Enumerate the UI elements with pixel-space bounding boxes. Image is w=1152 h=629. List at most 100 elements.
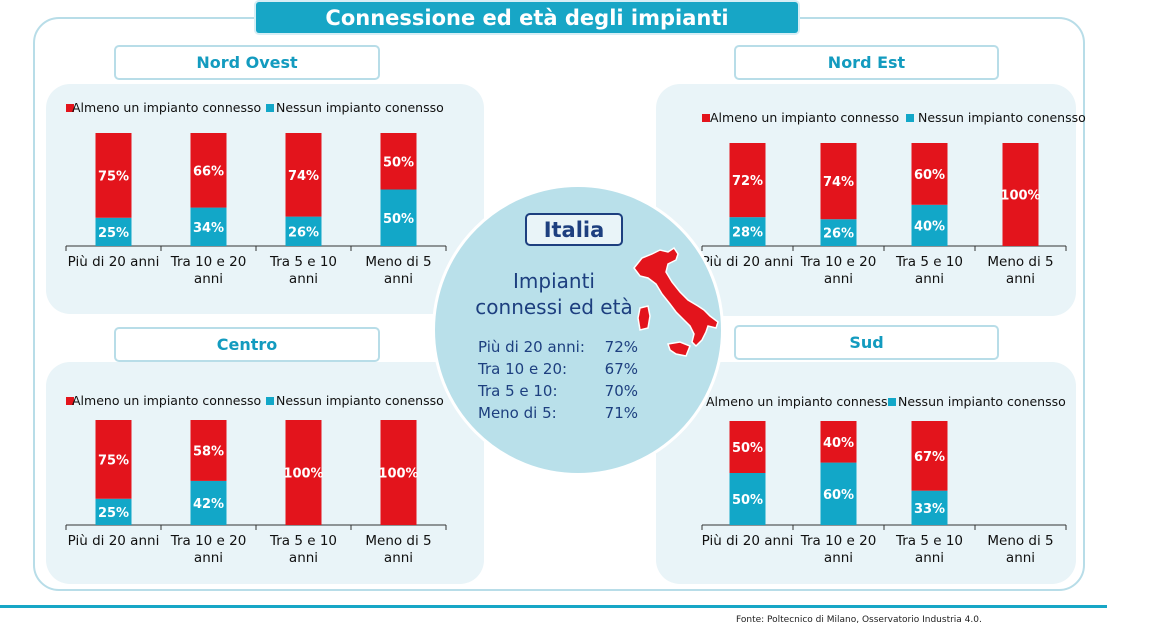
source-note: Fonte: Poltecnico di Milano, Osservatori… — [736, 615, 982, 625]
legend-swatch-not-connected — [266, 104, 274, 112]
bar-label-connected: 50% — [732, 441, 763, 456]
legend-swatch-connected — [66, 397, 74, 405]
italia-row-label: Tra 5 e 10: — [478, 382, 558, 400]
x-tick-label: anni — [824, 271, 853, 287]
italy-map-icon — [633, 246, 719, 357]
bar-not-connected — [729, 217, 766, 246]
bar-connected — [911, 421, 948, 491]
italia-row-value: 67% — [604, 360, 638, 378]
bar-not-connected — [380, 189, 417, 246]
italy-mainland-shape — [633, 246, 719, 348]
chart-nord-ovest: Almeno un impianto connesso Nessun impian… — [65, 100, 447, 287]
bar-connected — [820, 421, 857, 463]
legend-label-not-connected: Nessun impianto conensso — [898, 394, 1066, 409]
italia-row-label: Più di 20 anni: — [478, 338, 585, 356]
x-tick-label: Meno di 5 — [987, 254, 1053, 270]
x-tick-label: anni — [384, 550, 413, 566]
bar-label-connected: 66% — [193, 164, 224, 179]
region-label-sud: Sud — [734, 325, 999, 360]
italia-badge: Italia — [525, 213, 623, 246]
page-title: Connessione ed età degli impianti — [256, 2, 798, 33]
x-tick-label: anni — [289, 550, 318, 566]
bar-label-connected: 67% — [914, 450, 945, 465]
x-tick-label: anni — [824, 550, 853, 566]
legend-label-not-connected: Nessun impianto conensso — [276, 100, 444, 115]
x-tick-label: Tra 10 e 20 — [800, 533, 877, 549]
italia-row-label: Meno di 5: — [478, 404, 557, 422]
bar-not-connected — [729, 473, 766, 525]
italia-row-label: Tra 10 e 20: — [478, 360, 568, 378]
italia-row: Tra 5 e 10: 70% — [478, 380, 638, 402]
italia-row: Più di 20 anni: 72% — [478, 336, 638, 358]
bar-label-connected: 75% — [98, 453, 129, 468]
bar-label-connected: 50% — [383, 155, 414, 170]
bar-label-connected: 72% — [732, 174, 763, 189]
legend-label-connected: Almeno un impianto connesso — [72, 100, 261, 115]
italia-row: Meno di 5: 71% — [478, 402, 638, 424]
legend-label-connected: Almeno un impianto connesso — [706, 394, 895, 409]
bar-label-not-connected: 26% — [823, 227, 854, 242]
legend-label-connected: Almeno un impianto connesso — [710, 110, 899, 125]
x-tick-label: Più di 20 anni — [68, 533, 160, 549]
bar-not-connected — [190, 480, 227, 525]
x-tick-label: anni — [1006, 550, 1035, 566]
x-tick-label: Più di 20 anni — [702, 533, 794, 549]
bar-label-not-connected: 34% — [193, 221, 224, 236]
bar-label-connected: 60% — [914, 168, 945, 183]
bar-connected — [1002, 143, 1039, 246]
italia-row-value: 70% — [604, 382, 638, 400]
bar-label-connected: 74% — [288, 169, 319, 184]
x-tick-label: Meno di 5 — [365, 254, 431, 270]
bar-label-not-connected: 28% — [732, 226, 763, 241]
bar-not-connected — [820, 462, 857, 525]
x-tick-label: anni — [194, 271, 223, 287]
x-tick-label: anni — [915, 271, 944, 287]
bar-label-connected: 100% — [378, 467, 418, 482]
x-tick-label: anni — [1006, 271, 1035, 287]
bar-label-not-connected: 42% — [193, 497, 224, 512]
bar-label-connected: 58% — [193, 444, 224, 459]
bar-label-not-connected: 50% — [383, 212, 414, 227]
x-tick-label: Tra 5 e 10 — [269, 533, 337, 549]
bar-not-connected — [911, 204, 948, 246]
bar-label-connected: 40% — [823, 436, 854, 451]
region-label-nord-est: Nord Est — [734, 45, 999, 80]
bar-label-not-connected: 50% — [732, 493, 763, 508]
sicily-shape — [667, 341, 691, 357]
panel-sud — [656, 362, 1076, 584]
bar-label-not-connected: 26% — [288, 225, 319, 240]
legend-label-not-connected: Nessun impianto conensso — [276, 393, 444, 408]
legend-label-connected: Almeno un impianto connesso — [72, 393, 261, 408]
x-tick-label: anni — [194, 550, 223, 566]
italia-title-line2: connessi ed età — [475, 295, 633, 319]
region-label-centro: Centro — [114, 327, 380, 362]
x-tick-label: Meno di 5 — [365, 533, 431, 549]
bar-connected — [190, 420, 227, 481]
bar-connected — [380, 133, 417, 190]
chart-nord-est: Almeno un impianto connesso Nessun impian… — [701, 110, 1086, 287]
bar-connected — [190, 133, 227, 208]
x-tick-label: Tra 10 e 20 — [170, 533, 247, 549]
bar-not-connected — [190, 207, 227, 246]
italia-summary-list: Più di 20 anni: 72% Tra 10 e 20: 67% Tra 5… — [478, 336, 638, 424]
bar-not-connected — [95, 217, 132, 246]
bar-label-connected: 75% — [98, 169, 129, 184]
chart-centro: Almeno un impianto connesso Nessun impian… — [65, 393, 447, 566]
bottom-rule — [0, 605, 1107, 608]
sardinia-shape — [637, 305, 651, 331]
bar-label-connected: 100% — [1000, 189, 1040, 204]
x-tick-label: anni — [384, 271, 413, 287]
x-tick-label: Più di 20 anni — [702, 254, 794, 270]
bar-label-not-connected: 33% — [914, 502, 945, 517]
bar-not-connected — [820, 219, 857, 246]
italia-row: Tra 10 e 20: 67% — [478, 358, 638, 380]
legend-label-not-connected: Nessun impianto conensso — [918, 110, 1086, 125]
bar-connected — [911, 143, 948, 205]
bar-not-connected — [95, 498, 132, 525]
bar-connected — [285, 133, 322, 217]
italia-row-value: 72% — [604, 338, 638, 356]
x-tick-label: Tra 10 e 20 — [170, 254, 247, 270]
x-tick-label: Tra 5 e 10 — [895, 254, 963, 270]
legend-swatch-connected — [66, 104, 74, 112]
chart-sud: Almeno un impianto connesso Nessun impian… — [688, 394, 1067, 566]
